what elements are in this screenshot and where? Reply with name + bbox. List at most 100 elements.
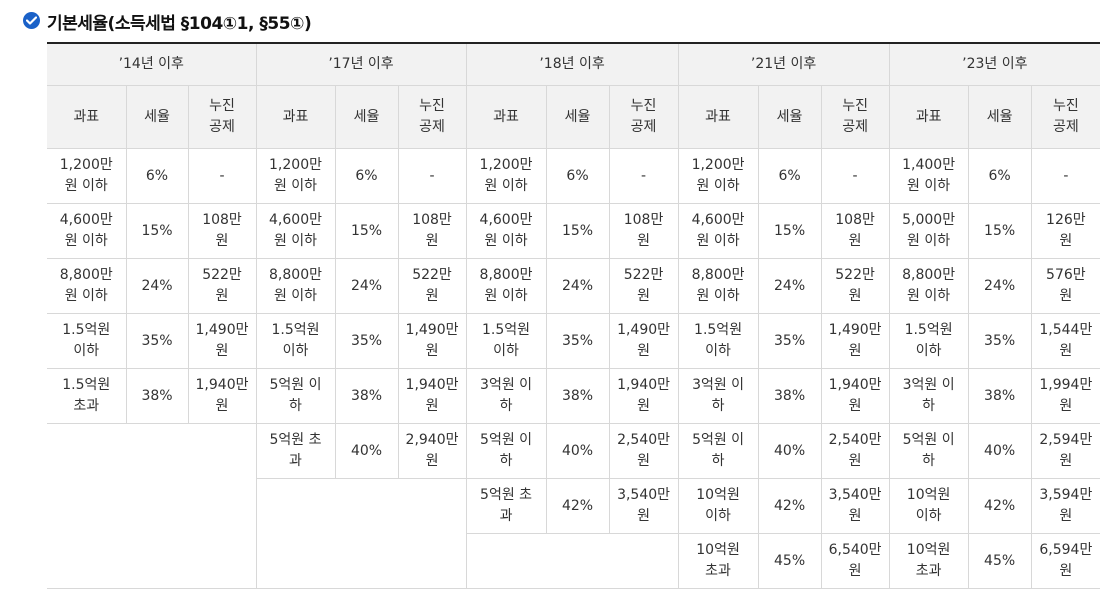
cell-text-line: 1.5억원 — [482, 322, 531, 338]
progressive-deduction-cell: 108만 원 — [187, 203, 256, 259]
cell-text-line: 원 이하 — [273, 178, 318, 194]
tax-rate-cell: 15% — [967, 203, 1032, 259]
section-header: 기본세율(소득세법 §104①1, §55①) — [0, 0, 1119, 42]
tax-rate-cell: 40% — [757, 423, 822, 479]
progressive-deduction-cell: 522만 원 — [397, 258, 467, 314]
cell-text-line: 원 — [1059, 563, 1073, 579]
deduction-header: 누진 공제 — [397, 85, 467, 149]
progressive-deduction-cell: 522만 원 — [608, 258, 679, 314]
cell-content: 4,600만 원 이하 — [692, 210, 745, 252]
progressive-deduction-cell: 108만 원 — [608, 203, 679, 259]
progressive-deduction-cell: 1,940만 원 — [187, 368, 256, 424]
table-row: 1,200만 원 이하 6% - 1,200만 원 이하 6% - 1,200만 원 이하 6% - 1… — [47, 148, 1101, 204]
cell-text-line: 8,800만 — [269, 267, 322, 283]
cell-content: 15% — [561, 222, 594, 239]
cell-text-line: 원 — [425, 233, 439, 249]
cell-text-line: 1,490만 — [195, 322, 249, 338]
cell-content: 8,800만 원 이하 — [692, 265, 745, 307]
cell-text-line: 원 — [425, 288, 439, 304]
empty-cell — [335, 479, 398, 534]
tax-base-cell: 4,600만 원 이하 — [255, 203, 335, 259]
cell-content: 1.5억원 이하 — [694, 320, 742, 362]
cell-content: 1,400만 원 이하 — [902, 155, 955, 197]
cell-text-line: 1.5억원 — [694, 322, 743, 338]
tax-base-cell: 4,600만 원 이하 — [47, 203, 126, 259]
cell-text-line: 1,200만 — [269, 157, 322, 173]
base-header: 과표 — [677, 85, 759, 149]
cell-text-line: 원 이하 — [907, 288, 951, 304]
cell-content: 6,540만 원 — [829, 540, 882, 582]
tax-base-cell: 4,600만 원 이하 — [677, 203, 759, 259]
cell-text-line: 5,000만 — [902, 212, 956, 228]
cell-text-line: 원 이하 — [64, 233, 108, 249]
tax-base-cell: 8,800만 원 이하 — [677, 258, 759, 314]
cell-text-line: 누진 — [209, 98, 235, 114]
cell-content: 1,940만 원 — [196, 375, 249, 417]
cell-text-line: 1,994만 — [1039, 377, 1093, 393]
cell-content: 8,800만 원 이하 — [60, 265, 113, 307]
cell-text-line: 8,800만 — [479, 267, 533, 283]
cell-text-line: 1.5억원 — [904, 322, 953, 338]
period-header-row: ’14년 이후 ’17년 이후 ’18년 이후 ’21년 이후 ’23년 이후 — [47, 42, 1101, 86]
cell-text-line: 3억원 이 — [902, 377, 955, 393]
cell-content: 35% — [141, 332, 173, 349]
progressive-deduction-cell: 126만 원 — [1030, 203, 1101, 259]
cell-content: 3,594만 원 — [1039, 485, 1092, 527]
cell-content: 1.5억원 이하 — [271, 320, 319, 362]
cell-text-line: 1,200만 — [59, 157, 113, 173]
cell-text-line: 2,540만 — [828, 432, 882, 448]
tax-rate-cell: 38% — [967, 368, 1032, 424]
tax-rate-cell: 35% — [125, 313, 188, 369]
cell-content: 40% — [774, 442, 806, 459]
cell-text-line: 3억원 이 — [692, 377, 745, 393]
tax-rate-cell: 15% — [125, 203, 188, 259]
cell-content: 15% — [141, 222, 173, 239]
check-circle-icon — [23, 12, 40, 29]
cell-content: 1,490만 원 — [406, 320, 459, 362]
cell-text-line: 원 — [848, 453, 862, 469]
cell-content: 4,600만 원 이하 — [269, 210, 322, 252]
rate-header: 세율 — [334, 85, 398, 149]
tax-rate-cell: 38% — [545, 368, 610, 424]
progressive-deduction-cell: 108만 원 — [397, 203, 467, 259]
tax-rate-cell: 38% — [125, 368, 188, 424]
cell-text-line: 1,200만 — [479, 157, 533, 173]
cell-text-line: 4,600만 — [691, 212, 745, 228]
tax-base-cell: 1,400만 원 이하 — [888, 148, 969, 204]
cell-content: 4,600만 원 이하 — [60, 210, 113, 252]
cell-text-line: 원 — [1059, 398, 1073, 414]
deduction-header: 누진 공제 — [187, 85, 256, 149]
cell-text-line: 누진 — [419, 98, 445, 114]
period-header: ’14년 이후 — [47, 42, 256, 86]
cell-text-line: 원 — [637, 453, 650, 469]
empty-cell — [465, 533, 547, 589]
progressive-deduction-cell: - — [820, 148, 890, 204]
tax-base-cell: 1.5억원 이하 — [888, 313, 969, 369]
cell-content: 126만 원 — [1046, 210, 1086, 252]
cell-content: 1.5억원 초과 — [62, 375, 110, 417]
tax-rate-cell: 6% — [334, 148, 398, 204]
cell-text-line: 원 — [215, 343, 229, 359]
cell-text-line: 초과 — [915, 563, 942, 579]
cell-text-line: 원 이하 — [273, 288, 318, 304]
cell-text-line: 하 — [922, 453, 936, 469]
cell-content: 10억원 이하 — [907, 485, 951, 527]
tax-base-cell: 8,800만 원 이하 — [47, 258, 126, 314]
cell-content: 38% — [350, 387, 383, 404]
rate-header: 세율 — [545, 85, 610, 149]
progressive-deduction-cell: 2,594만 원 — [1030, 423, 1101, 479]
cell-content: 522만 원 — [202, 265, 242, 307]
cell-content: 38% — [141, 387, 173, 404]
progressive-deduction-cell: - — [397, 148, 467, 204]
